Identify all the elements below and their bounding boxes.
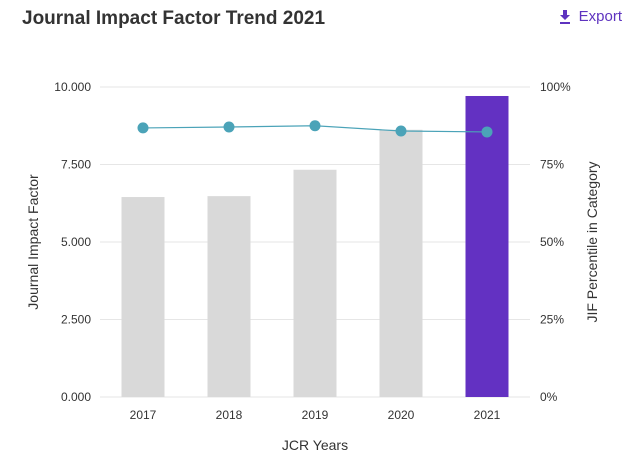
export-label: Export — [578, 8, 622, 25]
x-axis-title: JCR Years — [282, 437, 348, 453]
x-tick-label: 2020 — [388, 408, 415, 422]
bar-2021 — [465, 95, 509, 398]
bar-2019 — [293, 169, 337, 397]
percentile-point-2017 — [137, 122, 149, 134]
y-tick-label: 7.500 — [61, 158, 91, 172]
y2-tick-label: 25% — [540, 313, 564, 327]
bar-2017 — [121, 197, 165, 397]
download-icon — [559, 9, 570, 24]
y2-tick-label: 75% — [540, 158, 564, 172]
y-tick-label: 5.000 — [61, 235, 91, 249]
y-tick-label: 2.500 — [61, 313, 91, 327]
percentile-point-2020 — [395, 125, 407, 137]
bar-2018 — [207, 196, 251, 397]
x-tick-label: 2021 — [474, 408, 501, 422]
page-title: Journal Impact Factor Trend 2021 — [22, 8, 326, 29]
y2-tick-label: 50% — [540, 235, 564, 249]
x-tick-label: 2018 — [216, 408, 243, 422]
y2-tick-label: 100% — [540, 80, 571, 94]
export-button[interactable]: Export — [559, 8, 622, 25]
x-tick-label: 2019 — [302, 408, 329, 422]
percentile-point-2019 — [309, 120, 321, 132]
bar-2020 — [379, 129, 423, 397]
y-axis-title: Journal Impact Factor — [25, 174, 41, 310]
y2-tick-label: 0% — [540, 390, 558, 404]
y2-axis-title: JIF Percentile in Category — [584, 161, 600, 322]
x-tick-label: 2017 — [130, 408, 157, 422]
y-tick-label: 10.000 — [54, 80, 91, 94]
percentile-point-2021 — [481, 126, 493, 138]
y-tick-label: 0.000 — [61, 390, 91, 404]
percentile-point-2018 — [223, 121, 235, 133]
